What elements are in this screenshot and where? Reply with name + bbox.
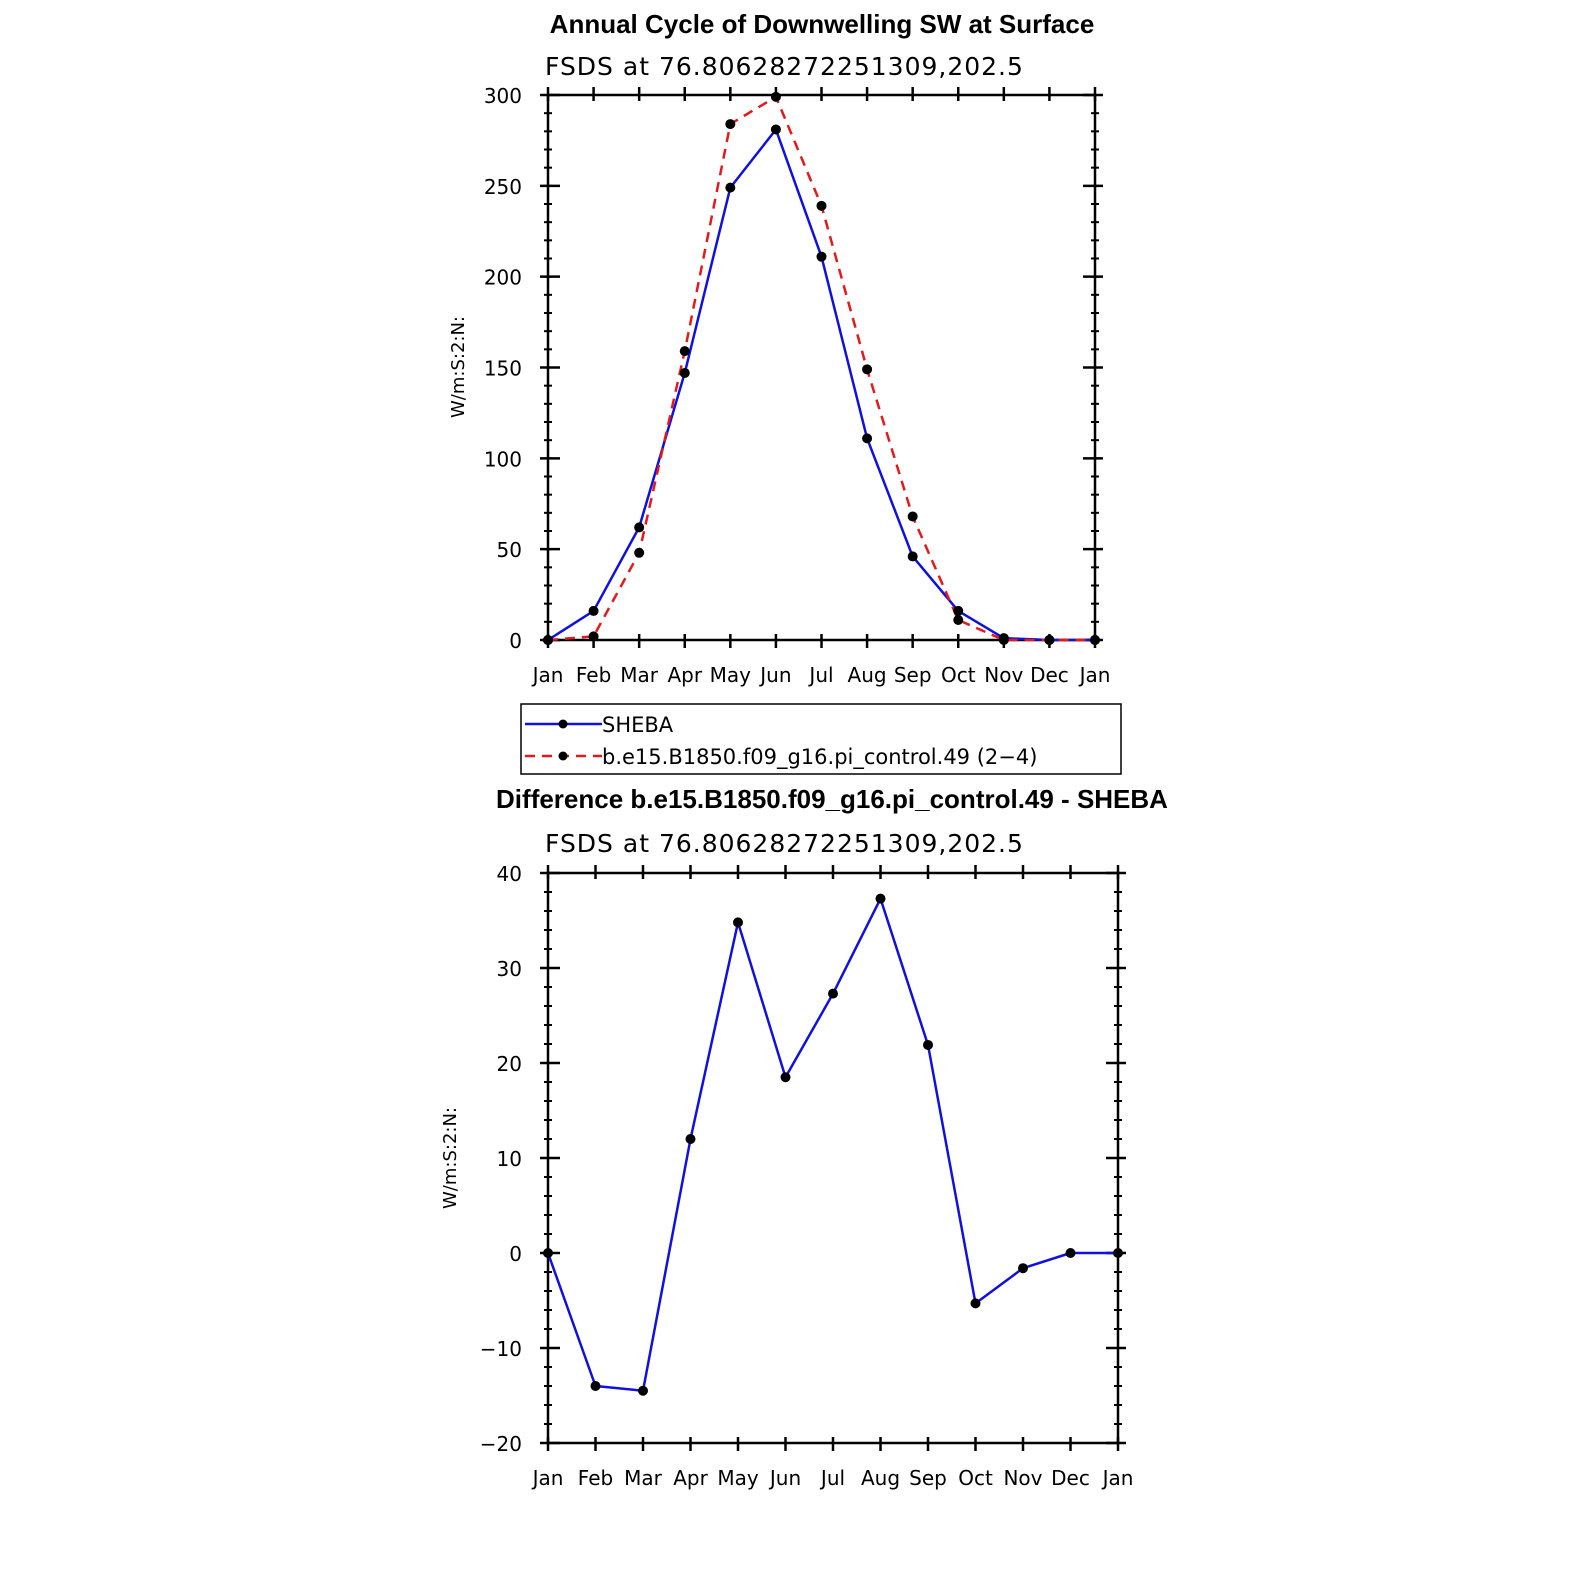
top-x-tick-label: Nov <box>984 663 1023 687</box>
top-x-tick-label: Sep <box>894 663 932 687</box>
bottom-y-tick-label: 40 <box>497 862 522 886</box>
bottom-data-point-0 <box>875 893 886 904</box>
top-x-tick-label: Jan <box>531 663 564 687</box>
top-y-tick-label: 200 <box>484 266 522 290</box>
bottom-y-tick-label: 0 <box>509 1242 522 1266</box>
top-data-point-1 <box>953 615 964 626</box>
bottom-x-tick-label: Aug <box>861 1466 900 1490</box>
top-data-point-0 <box>953 605 964 616</box>
legend-model-marker <box>558 751 568 761</box>
bottom-data-point-0 <box>733 917 743 928</box>
bottom-x-tick-label: Dec <box>1051 1466 1090 1490</box>
bottom-data-point-0 <box>1113 1248 1123 1258</box>
top-data-point-0 <box>770 124 781 135</box>
top-data-point-0 <box>679 367 690 378</box>
bottom-data-point-0 <box>543 1248 553 1258</box>
bottom-series-line-0 <box>546 897 1118 1392</box>
top-x-tick-label: Jan <box>1078 663 1111 687</box>
bottom-chart-subtitle: FSDS at 76.80628272251309,202.5 <box>545 829 1024 858</box>
bottom-x-tick-label: Jun <box>768 1466 801 1490</box>
top-data-point-1 <box>588 631 599 642</box>
top-data-point-1 <box>862 364 873 375</box>
top-data-point-0 <box>634 522 645 533</box>
bottom-x-tick-label: Jan <box>1101 1466 1134 1490</box>
top-data-point-1 <box>1044 635 1055 645</box>
bottom-y-tick-label: −20 <box>480 1432 522 1456</box>
bottom-x-tick-label: Mar <box>624 1466 663 1490</box>
top-y-tick-label: 50 <box>497 538 522 562</box>
top-x-tick-label: Jun <box>758 663 791 687</box>
bottom-x-tick-label: Jul <box>819 1466 845 1490</box>
top-chart-ylabel: W/m:S:2:N: <box>448 316 469 418</box>
bottom-plot-frame <box>546 871 1120 1445</box>
bottom-data-point-0 <box>1065 1248 1076 1258</box>
bottom-y-tick-label: −10 <box>480 1337 522 1361</box>
top-plot-area: Jan Feb Mar Apr May Jun Jul Aug Sep Oct Nov Dec Jan 0… <box>484 84 1111 687</box>
top-data-point-1 <box>634 547 645 558</box>
top-data-point-1 <box>1090 635 1100 645</box>
top-data-point-1 <box>816 200 827 211</box>
bottom-x-tick-label: May <box>717 1466 759 1490</box>
top-x-tick-label: Feb <box>576 663 611 687</box>
top-x-tick-label: Apr <box>667 663 702 687</box>
top-data-point-1 <box>543 635 553 645</box>
legend: SHEBA b.e15.B1850.f09_g16.pi_control.49 … <box>520 703 1122 775</box>
bottom-data-point-0 <box>590 1381 601 1391</box>
bottom-data-point-0 <box>1018 1263 1028 1274</box>
top-data-point-1 <box>770 91 781 102</box>
bottom-x-tick-label: Feb <box>578 1466 613 1490</box>
top-x-tick-label: Mar <box>620 663 659 687</box>
bottom-data-point-0 <box>780 1072 791 1083</box>
top-data-point-0 <box>588 605 599 616</box>
top-series-line-1 <box>547 95 1095 642</box>
top-data-point-1 <box>907 511 918 522</box>
bottom-y-tick-label: 30 <box>497 957 522 981</box>
top-data-point-0 <box>816 251 827 262</box>
top-x-tick-label: Dec <box>1030 663 1069 687</box>
bottom-data-point-0 <box>970 1298 981 1309</box>
bottom-chart-ylabel: W/m:S:2:N: <box>440 1107 461 1209</box>
bottom-data-point-0 <box>923 1039 933 1050</box>
top-chart-subtitle: FSDS at 76.80628272251309,202.5 <box>545 52 1024 81</box>
top-y-tick-label: 150 <box>484 357 522 381</box>
bottom-x-tick-label: Oct <box>958 1466 993 1490</box>
bottom-data-point-0 <box>638 1385 648 1396</box>
top-y-tick-label: 0 <box>509 629 522 653</box>
top-y-tick-label: 300 <box>484 84 522 108</box>
top-chart-title: Annual Cycle of Downwelling SW at Surfac… <box>550 9 1095 39</box>
bottom-plot-area: Jan Feb Mar Apr May Jun Jul Aug Sep Oct Nov Dec Jan−… <box>480 862 1134 1490</box>
bottom-y-tick-label: 10 <box>497 1147 522 1171</box>
top-x-tick-label: Jul <box>807 663 833 687</box>
top-data-point-0 <box>862 433 873 444</box>
bottom-x-tick-label: Nov <box>1003 1466 1042 1490</box>
top-plot-frame <box>546 93 1097 642</box>
bottom-chart-title: Difference b.e15.B1850.f09_g16.pi_contro… <box>496 784 1168 814</box>
top-y-tick-label: 250 <box>484 175 522 199</box>
legend-model-label: b.e15.B1850.f09_g16.pi_control.49 (2−4) <box>602 745 1037 770</box>
top-data-point-1 <box>725 119 736 130</box>
top-x-tick-label: Aug <box>848 663 887 687</box>
legend-sheba-label: SHEBA <box>602 713 674 737</box>
bottom-data-point-0 <box>828 988 838 999</box>
top-x-tick-label: Oct <box>941 663 976 687</box>
top-data-point-0 <box>907 551 918 562</box>
legend-box <box>520 703 1122 775</box>
top-data-point-0 <box>725 182 736 193</box>
bottom-y-tick-label: 20 <box>497 1052 522 1076</box>
top-y-tick-label: 100 <box>484 447 522 471</box>
bottom-x-tick-label: Jan <box>531 1466 564 1490</box>
legend-sheba-marker <box>558 719 568 729</box>
bottom-x-tick-label: Apr <box>673 1466 708 1490</box>
top-data-point-1 <box>998 635 1009 645</box>
bottom-x-tick-label: Sep <box>909 1466 947 1490</box>
top-data-point-1 <box>679 346 690 357</box>
bottom-data-point-0 <box>685 1134 696 1144</box>
top-x-tick-label: May <box>710 663 752 687</box>
